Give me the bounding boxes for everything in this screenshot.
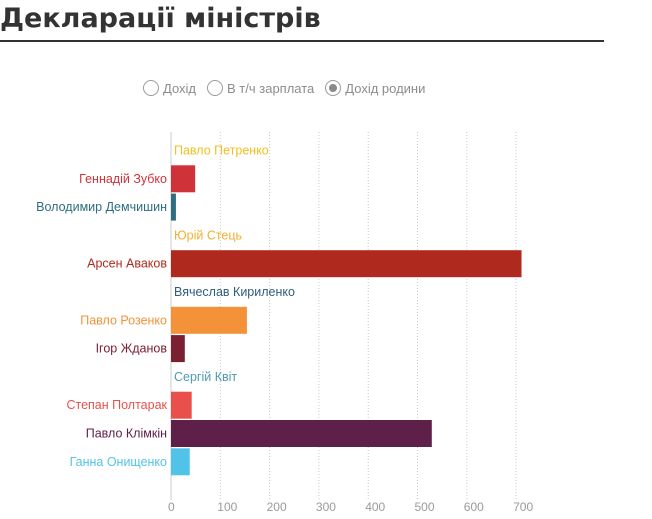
- radio-family-income[interactable]: Дохід родини: [325, 80, 425, 96]
- category-label: Володимир Демчишин: [36, 200, 167, 214]
- category-label: Павло Розенко: [80, 313, 167, 327]
- bar[interactable]: [171, 391, 192, 419]
- category-label: Ганна Онищенко: [70, 455, 167, 469]
- radio-label: Дохід родини: [345, 80, 426, 96]
- category-label: Юрій Стець: [174, 228, 242, 242]
- bar[interactable]: [171, 306, 247, 334]
- category-label: Ігор Жданов: [96, 342, 168, 356]
- x-tick-label: 600: [464, 500, 484, 514]
- category-label: Павло Петренко: [174, 144, 269, 158]
- bar[interactable]: [171, 420, 432, 447]
- bar[interactable]: [171, 193, 176, 221]
- x-tick-label: 700: [513, 500, 533, 514]
- x-tick-label: 100: [217, 500, 237, 514]
- category-label: Арсен Аваков: [87, 257, 167, 271]
- radio-circle-icon: [143, 80, 159, 96]
- bar[interactable]: [171, 165, 196, 193]
- category-label: Павло Клімкін: [86, 427, 167, 441]
- income-filter-group: Дохід В т/ч зарплата Дохід родини: [143, 78, 436, 98]
- x-tick-label: 400: [365, 500, 385, 514]
- x-tick-label: 300: [316, 500, 336, 514]
- x-tick-label: 0: [168, 500, 175, 514]
- bar[interactable]: [171, 335, 185, 363]
- x-tick-label: 200: [267, 500, 287, 514]
- category-label: Геннадій Зубко: [79, 172, 167, 186]
- radio-income[interactable]: Дохід: [143, 80, 196, 96]
- category-label: Степан Полтарак: [66, 398, 167, 412]
- radio-label: Дохід: [163, 80, 197, 96]
- x-tick-label: 500: [415, 500, 435, 514]
- bar[interactable]: [171, 448, 190, 476]
- title-divider: [0, 40, 604, 42]
- radio-circle-icon: [207, 80, 224, 96]
- radio-circle-icon: [325, 80, 342, 96]
- radio-salary[interactable]: В т/ч зарплата: [207, 80, 314, 96]
- category-label: Сергій Квіт: [174, 370, 237, 384]
- bar[interactable]: [171, 250, 522, 278]
- category-label: Вячеслав Кириленко: [174, 285, 295, 299]
- page-title: Декларації міністрів: [0, 3, 321, 34]
- radio-label: В т/ч зарплата: [227, 80, 315, 96]
